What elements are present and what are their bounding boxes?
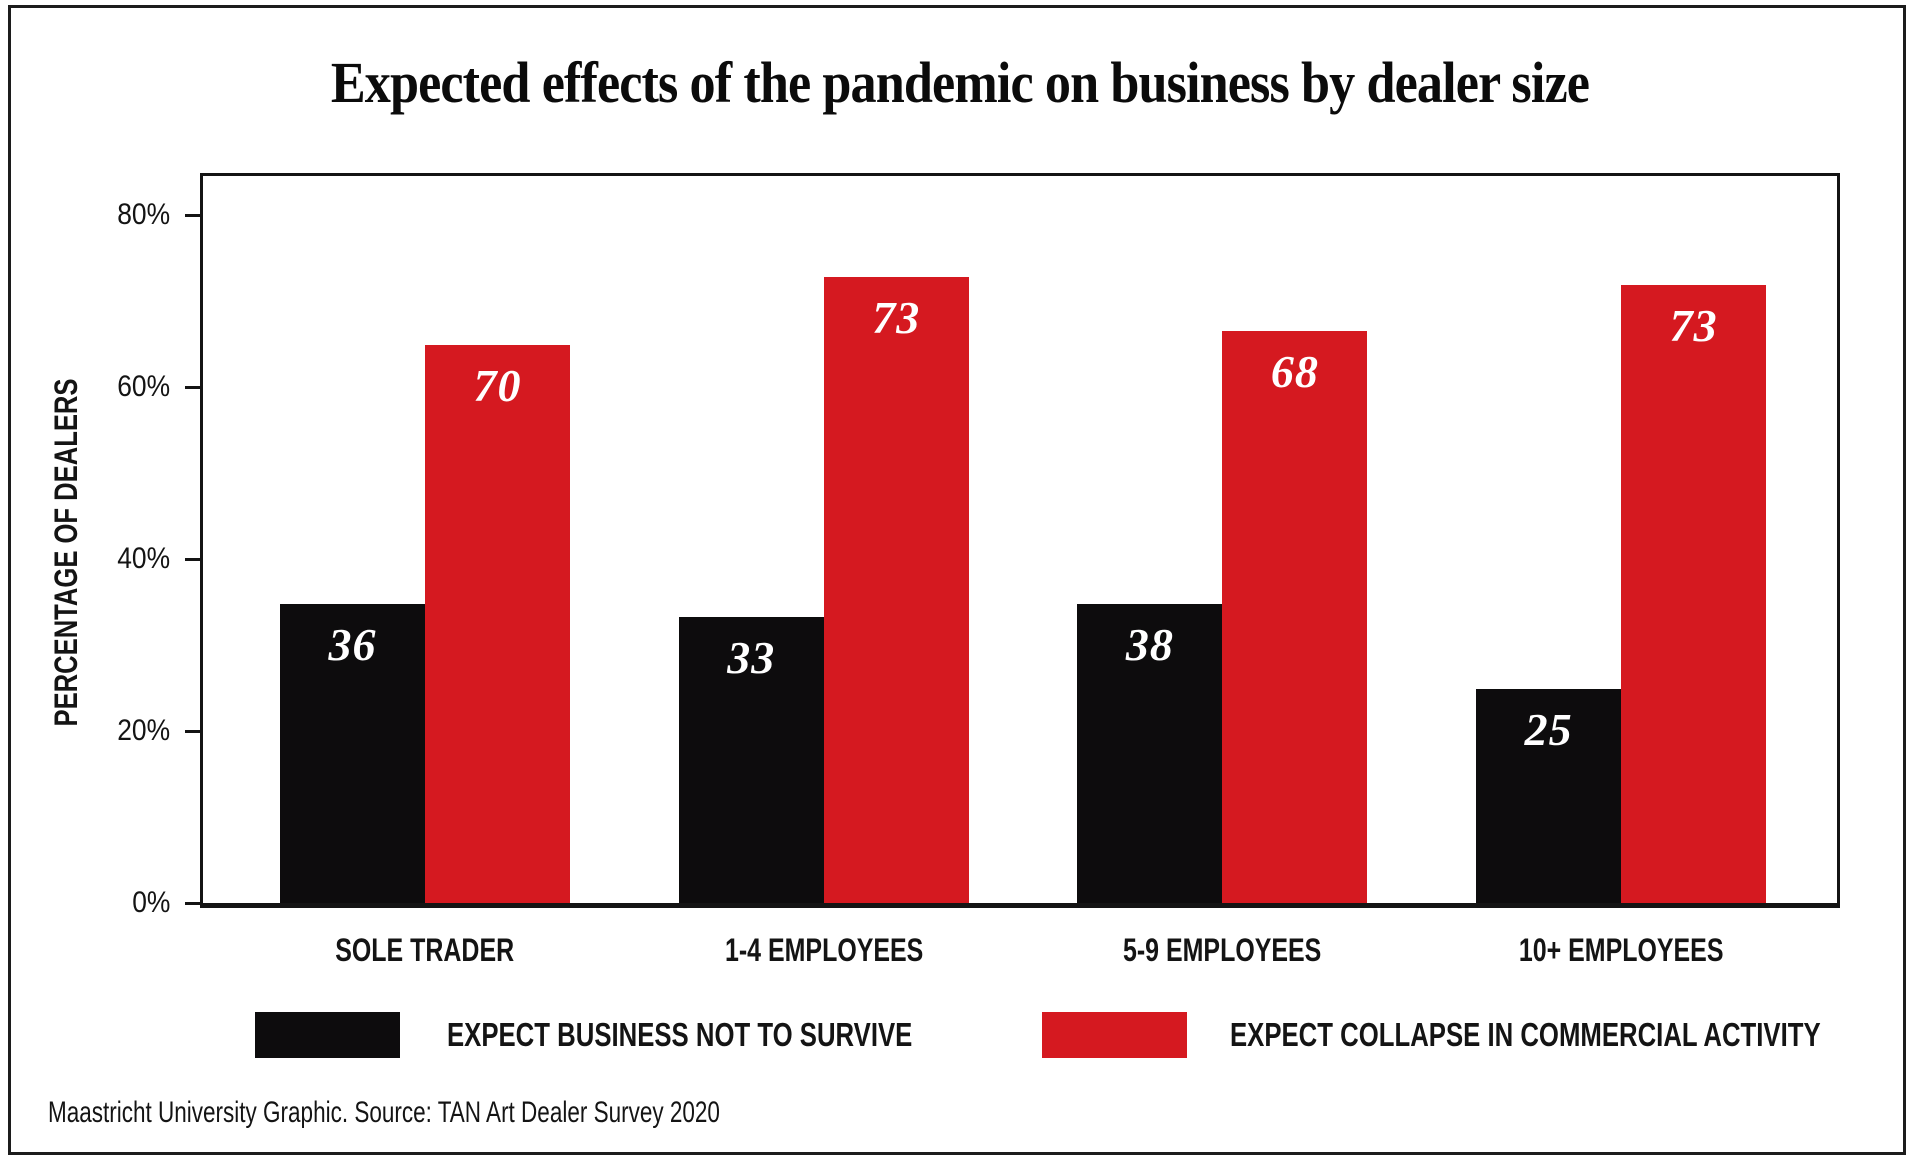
legend-swatch-red <box>1042 1012 1187 1058</box>
source-note: Maastricht University Graphic. Source: T… <box>48 1096 720 1129</box>
y-axis-tick-label-text: 20% <box>117 714 170 747</box>
y-axis-tick-label: 20% <box>50 713 170 749</box>
y-axis-tick <box>185 730 200 733</box>
x-category-label: 10+ EMPLOYEES <box>1451 931 1791 969</box>
legend-label-black: EXPECT BUSINESS NOT TO SURVIVE <box>447 1016 913 1053</box>
bar-value-label: 33 <box>727 632 776 684</box>
legend-swatch-black <box>255 1012 400 1058</box>
y-axis-tick <box>185 214 200 217</box>
bar-value-label: 70 <box>473 359 522 411</box>
x-category-label-text: SOLE TRADER <box>335 932 515 968</box>
y-axis-tick-label-text: 0% <box>131 886 170 919</box>
y-axis-tick-label: 40% <box>50 541 170 577</box>
bar-red-1: 70 <box>425 344 570 903</box>
y-axis-tick-label: 80% <box>50 197 170 233</box>
bar-value-label: 73 <box>1669 299 1718 351</box>
bar-value-label: 38 <box>1125 618 1174 670</box>
y-axis-tick <box>185 386 200 389</box>
y-axis-tick-label-text: 80% <box>117 198 170 231</box>
bar-value-label: 68 <box>1270 346 1319 398</box>
x-category-label: 1-4 EMPLOYEES <box>654 931 994 969</box>
bar-value-label: 73 <box>872 291 921 343</box>
x-category-label-text: 1-4 EMPLOYEES <box>724 932 923 968</box>
x-category-label: SOLE TRADER <box>255 931 595 969</box>
x-category-label-text: 10+ EMPLOYEES <box>1518 932 1724 968</box>
y-axis-tick-label-text: 60% <box>117 370 170 403</box>
bar-value-label: 25 <box>1524 703 1573 755</box>
bar-red-2: 73 <box>823 276 969 903</box>
chart-title-text: Expected effects of the pandemic on busi… <box>330 50 1590 115</box>
bar-red-3: 68 <box>1222 331 1368 903</box>
bar-black-4: 25 <box>1476 688 1622 903</box>
x-category-label-text: 5-9 EMPLOYEES <box>1123 932 1322 968</box>
bar-black-3: 38 <box>1077 603 1223 903</box>
y-axis-tick-label: 0% <box>50 885 170 921</box>
bar-red-4: 73 <box>1621 284 1767 903</box>
y-axis-tick <box>185 558 200 561</box>
y-axis-tick-label: 60% <box>50 369 170 405</box>
chart-title: Expected effects of the pandemic on busi… <box>0 50 1920 116</box>
bar-value-label: 36 <box>328 618 377 670</box>
y-axis-tick-label-text: 40% <box>117 542 170 575</box>
legend-label-red: EXPECT COLLAPSE IN COMMERCIAL ACTIVITY <box>1230 1016 1821 1053</box>
y-axis-tick <box>185 902 200 905</box>
plot-area: 80% 60% 40% 20% 0% 36 70 33 73 38 68 25 73 <box>117 173 1840 919</box>
bar-black-1: 36 <box>280 603 425 903</box>
x-category-label: 5-9 EMPLOYEES <box>1052 931 1392 969</box>
bar-black-2: 33 <box>678 617 824 903</box>
